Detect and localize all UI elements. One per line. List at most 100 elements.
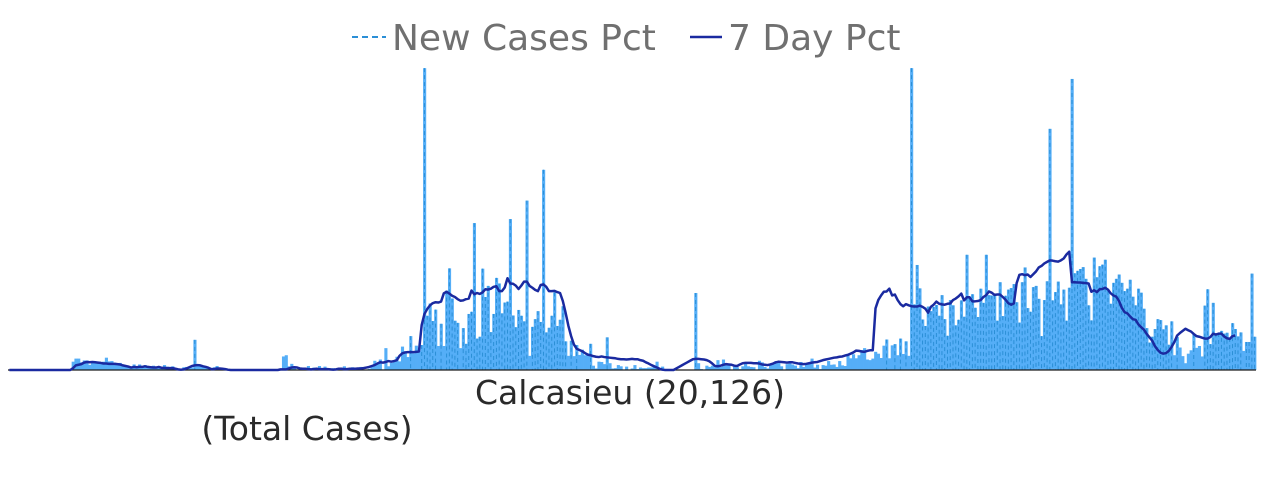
bar bbox=[611, 368, 615, 370]
bar bbox=[887, 358, 892, 370]
bar bbox=[121, 366, 125, 370]
bar bbox=[417, 350, 421, 370]
bar bbox=[843, 366, 847, 370]
bar bbox=[1106, 290, 1110, 370]
legend-label-7-day-pct: 7 Day Pct bbox=[728, 18, 901, 59]
bar bbox=[389, 362, 393, 370]
bar bbox=[741, 366, 745, 370]
bar bbox=[370, 366, 374, 370]
bar bbox=[796, 368, 800, 370]
bar bbox=[757, 360, 762, 370]
bar bbox=[589, 343, 593, 370]
bar bbox=[1197, 345, 1202, 370]
bar bbox=[79, 362, 84, 370]
bar bbox=[865, 359, 869, 370]
bar bbox=[619, 366, 623, 370]
bar bbox=[727, 365, 731, 370]
bar bbox=[793, 365, 797, 370]
bar bbox=[146, 366, 150, 370]
bar bbox=[655, 361, 659, 370]
bar bbox=[387, 366, 391, 370]
bar bbox=[827, 361, 831, 370]
bar bbox=[1117, 274, 1121, 370]
bar bbox=[1220, 330, 1224, 370]
bar bbox=[951, 305, 955, 370]
bar bbox=[495, 277, 499, 370]
bar bbox=[544, 332, 548, 370]
bar bbox=[860, 349, 864, 370]
bar bbox=[871, 358, 875, 370]
bar bbox=[708, 366, 712, 370]
bar bbox=[1195, 347, 1199, 370]
bar bbox=[838, 361, 842, 370]
bar bbox=[602, 364, 607, 370]
bar bbox=[957, 319, 961, 370]
bar bbox=[1042, 300, 1047, 370]
bar bbox=[91, 361, 95, 370]
bar bbox=[1184, 363, 1188, 370]
bar bbox=[558, 319, 562, 370]
bar bbox=[204, 367, 208, 370]
bar bbox=[586, 354, 590, 370]
bar bbox=[879, 357, 883, 370]
bar bbox=[768, 364, 773, 370]
bar bbox=[780, 366, 784, 370]
bar bbox=[1242, 350, 1246, 370]
bar bbox=[384, 348, 388, 370]
bar bbox=[154, 368, 158, 370]
bar bbox=[821, 365, 825, 370]
bar bbox=[719, 366, 723, 370]
bar bbox=[1208, 344, 1213, 370]
bar bbox=[414, 345, 418, 370]
bar bbox=[804, 363, 809, 370]
bar bbox=[85, 360, 89, 370]
bar bbox=[511, 315, 515, 370]
bar bbox=[962, 316, 966, 370]
bar bbox=[528, 355, 532, 370]
bar bbox=[630, 368, 634, 370]
bar bbox=[1233, 329, 1237, 370]
bar bbox=[190, 367, 194, 370]
bar bbox=[503, 302, 507, 370]
bar bbox=[1186, 353, 1190, 370]
bar bbox=[948, 300, 952, 370]
bar bbox=[1009, 288, 1013, 370]
bar bbox=[854, 358, 858, 370]
bar bbox=[744, 363, 748, 370]
bar bbox=[99, 363, 103, 370]
bar bbox=[597, 361, 601, 370]
bar bbox=[763, 366, 767, 370]
bar bbox=[649, 367, 654, 370]
bar bbox=[1062, 289, 1066, 370]
bar bbox=[1250, 273, 1254, 370]
legend-item-new-cases-pct[interactable]: New Cases Pct bbox=[352, 18, 656, 59]
bar bbox=[406, 357, 410, 370]
bar bbox=[113, 362, 117, 370]
bar bbox=[652, 365, 656, 370]
bar bbox=[376, 363, 380, 370]
bar bbox=[807, 362, 811, 370]
bar bbox=[591, 365, 595, 370]
bar bbox=[428, 303, 432, 370]
bar bbox=[921, 319, 925, 370]
bar bbox=[107, 361, 111, 370]
bar bbox=[918, 288, 922, 370]
bar bbox=[533, 319, 537, 370]
chart-title: Calcasieu (20,126) bbox=[475, 373, 785, 412]
bar bbox=[771, 364, 775, 370]
bar bbox=[849, 358, 853, 370]
bar bbox=[1217, 333, 1221, 370]
bar bbox=[1178, 347, 1182, 370]
bar bbox=[425, 315, 429, 370]
legend-item-7-day-pct[interactable]: 7 Day Pct bbox=[690, 18, 901, 59]
bar bbox=[1181, 356, 1185, 370]
bar bbox=[710, 365, 714, 370]
bar bbox=[851, 354, 856, 370]
bar bbox=[1145, 328, 1149, 370]
bar-series-new-cases-pct bbox=[71, 68, 1257, 370]
bar bbox=[1070, 78, 1074, 370]
bar bbox=[874, 351, 878, 370]
bar bbox=[901, 353, 905, 370]
bar bbox=[868, 360, 872, 370]
bar bbox=[600, 361, 604, 370]
